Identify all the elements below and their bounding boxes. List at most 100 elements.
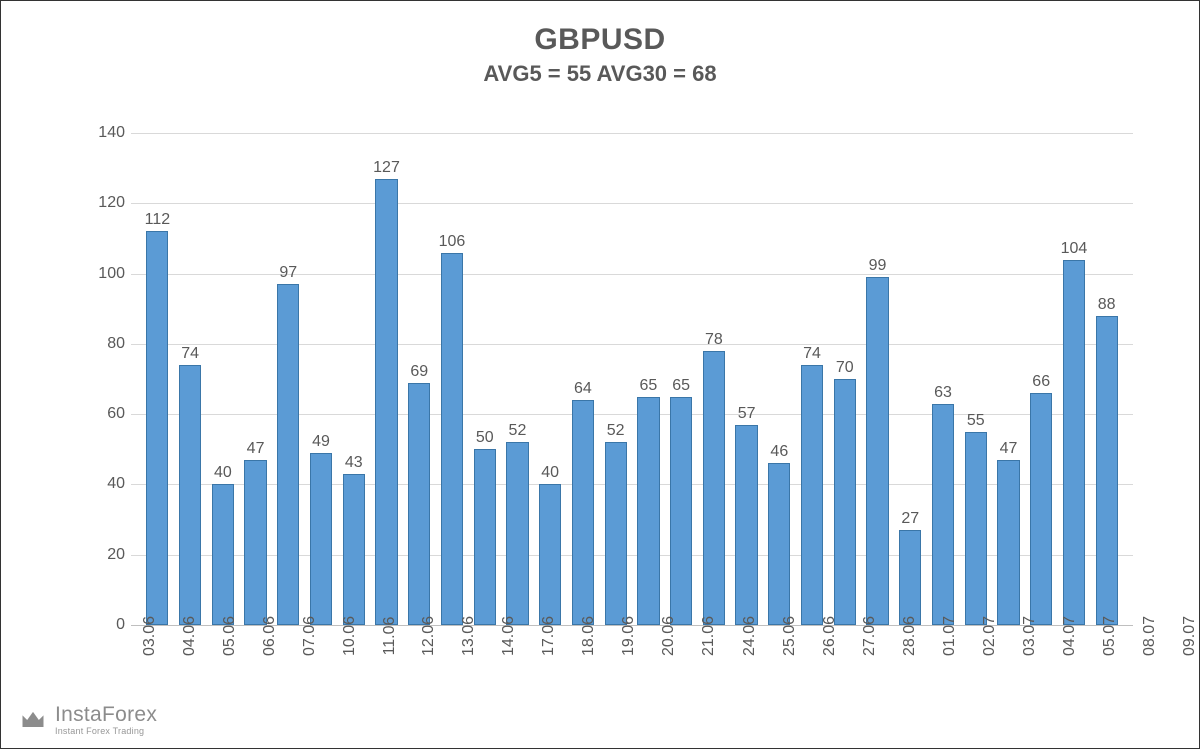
x-tick-slot: 24.06 [741, 632, 781, 650]
bar-slot: 52 [501, 133, 534, 625]
x-tick-slot: 28.06 [901, 632, 941, 650]
bar-slot: 47 [239, 133, 272, 625]
watermark-tagline: Instant Forex Trading [55, 727, 157, 736]
bar-value-label: 97 [272, 264, 305, 282]
bar-slot: 47 [992, 133, 1025, 625]
bar-slot: 63 [927, 133, 960, 625]
x-tick-slot: 08.07 [1141, 632, 1181, 650]
x-tick-slot: 20.06 [660, 632, 700, 650]
x-tick-slot: 18.06 [580, 632, 620, 650]
x-tick-slot: 25.06 [781, 632, 821, 650]
x-tick-label: 09.07 [1181, 616, 1199, 656]
bar-slot: 97 [272, 133, 305, 625]
x-tick-label: 28.06 [901, 616, 919, 656]
x-tick-label: 18.06 [580, 616, 598, 656]
x-tick-slot: 03.07 [1021, 632, 1061, 650]
bar [965, 432, 987, 625]
y-tick-label: 120 [89, 194, 125, 212]
chart-background: GBPUSD AVG5 = 55 AVG30 = 68 112744047974… [29, 23, 1171, 726]
x-tick-slot: 21.06 [700, 632, 740, 650]
x-tick-label: 25.06 [781, 616, 799, 656]
x-tick-label: 04.06 [181, 616, 199, 656]
x-tick-label: 04.07 [1061, 616, 1079, 656]
x-tick-slot: 06.06 [261, 632, 301, 650]
chart-title: GBPUSD [29, 23, 1171, 57]
bar [1030, 393, 1052, 625]
bar-slot: 57 [730, 133, 763, 625]
x-tick-label: 10.06 [341, 616, 359, 656]
x-tick-slot: 09.07 [1181, 632, 1200, 650]
bar [605, 442, 627, 625]
bar [801, 365, 823, 625]
y-tick-label: 140 [89, 124, 125, 142]
x-tick-label: 27.06 [861, 616, 879, 656]
x-tick-label: 01.07 [941, 616, 959, 656]
x-tick-slot: 04.07 [1061, 632, 1101, 650]
bar-slot: 106 [436, 133, 469, 625]
x-tick-label: 12.06 [420, 616, 438, 656]
bar-value-label: 112 [141, 211, 174, 229]
x-tick-label: 20.06 [660, 616, 678, 656]
bar [735, 425, 757, 625]
bar [670, 397, 692, 625]
bar-value-label: 40 [206, 464, 239, 482]
x-tick-slot: 27.06 [861, 632, 901, 650]
chart-titles: GBPUSD AVG5 = 55 AVG30 = 68 [29, 23, 1171, 87]
bar-slot: 55 [959, 133, 992, 625]
bar-value-label: 104 [1058, 240, 1091, 258]
x-tick-slot: 26.06 [821, 632, 861, 650]
bar-value-label: 52 [501, 422, 534, 440]
x-tick-slot: 04.06 [181, 632, 221, 650]
x-tick-label: 21.06 [700, 616, 718, 656]
bar [179, 365, 201, 625]
bar-slot: 69 [403, 133, 436, 625]
x-tick-slot: 12.06 [420, 632, 460, 650]
bar-slot: 64 [567, 133, 600, 625]
bar-value-label: 50 [468, 429, 501, 447]
x-tick-slot: 03.06 [141, 632, 181, 650]
bar-slot: 52 [599, 133, 632, 625]
bar [244, 460, 266, 625]
bar [834, 379, 856, 625]
bar-value-label: 52 [599, 422, 632, 440]
bar [768, 463, 790, 625]
bar-value-label: 65 [632, 377, 665, 395]
bar [1096, 316, 1118, 625]
bar-slot: 70 [828, 133, 861, 625]
bar [637, 397, 659, 625]
bar [343, 474, 365, 625]
bar-slot: 88 [1090, 133, 1123, 625]
bar-slot: 66 [1025, 133, 1058, 625]
bar [1063, 260, 1085, 625]
x-tick-label: 02.07 [981, 616, 999, 656]
bar-value-label: 88 [1090, 296, 1123, 314]
x-tick-slot: 05.07 [1101, 632, 1141, 650]
chart-subtitle: AVG5 = 55 AVG30 = 68 [29, 61, 1171, 87]
bar-value-label: 49 [305, 433, 338, 451]
bar-value-label: 63 [927, 384, 960, 402]
y-tick-label: 40 [89, 475, 125, 493]
bar-slot: 65 [632, 133, 665, 625]
bar-slot: 99 [861, 133, 894, 625]
x-tick-label: 03.06 [141, 616, 159, 656]
y-tick-label: 0 [89, 616, 125, 634]
bar-slot: 112 [141, 133, 174, 625]
bar-value-label: 65 [665, 377, 698, 395]
x-tick-slot: 02.07 [981, 632, 1021, 650]
bar-value-label: 78 [697, 331, 730, 349]
x-tick-slot: 11.06 [381, 632, 420, 650]
x-tick-label: 05.06 [221, 616, 239, 656]
x-tick-label: 26.06 [821, 616, 839, 656]
bar [997, 460, 1019, 625]
bar-value-label: 74 [174, 345, 207, 363]
bar [474, 449, 496, 625]
x-tick-label: 05.07 [1101, 616, 1119, 656]
bar-value-label: 40 [534, 464, 567, 482]
bar-value-label: 66 [1025, 373, 1058, 391]
bar [932, 404, 954, 625]
plot-area-wrap: 1127440479749431276910650524064526565785… [83, 133, 1143, 626]
bar-value-label: 55 [959, 412, 992, 430]
bar [277, 284, 299, 625]
bar-value-label: 46 [763, 443, 796, 461]
watermark-brand: InstaForex [55, 704, 157, 725]
